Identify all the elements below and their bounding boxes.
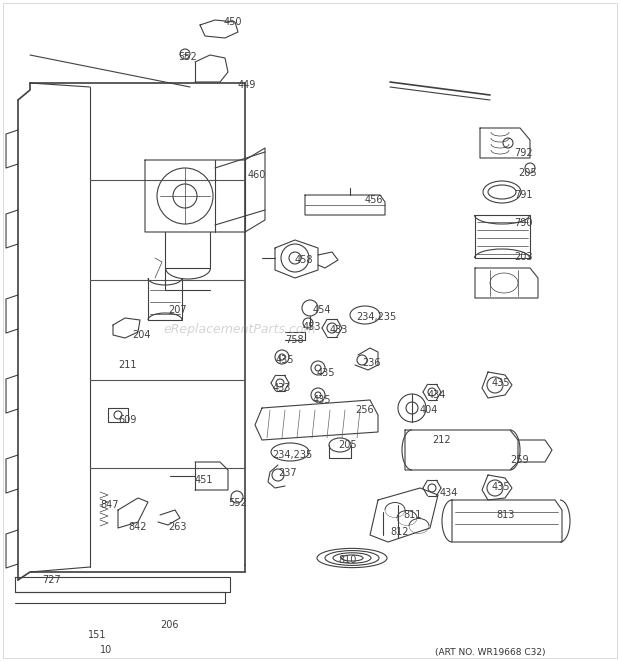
Text: 237: 237: [278, 468, 296, 478]
Text: 458: 458: [295, 255, 314, 265]
Text: 204: 204: [132, 330, 151, 340]
Text: 552: 552: [228, 498, 247, 508]
Text: 453: 453: [303, 322, 322, 332]
Text: 259: 259: [510, 455, 529, 465]
Text: 435: 435: [276, 355, 294, 365]
Text: 212: 212: [432, 435, 451, 445]
Text: 790: 790: [514, 218, 533, 228]
Text: 847: 847: [100, 500, 118, 510]
Text: (ART NO. WR19668 C32): (ART NO. WR19668 C32): [435, 648, 545, 657]
Text: 207: 207: [168, 305, 187, 315]
Text: 810: 810: [338, 555, 356, 565]
Text: 727: 727: [42, 575, 61, 585]
Text: 812: 812: [390, 527, 409, 537]
Text: 234,235: 234,235: [272, 450, 312, 460]
Text: 758: 758: [285, 335, 304, 345]
Text: 552: 552: [178, 52, 197, 62]
Text: 404: 404: [420, 405, 438, 415]
Text: 435: 435: [313, 395, 332, 405]
Text: 263: 263: [168, 522, 187, 532]
Text: 205: 205: [518, 168, 537, 178]
Text: 451: 451: [195, 475, 213, 485]
Text: 234,235: 234,235: [356, 312, 396, 322]
Text: 435: 435: [317, 368, 335, 378]
Text: 433: 433: [330, 325, 348, 335]
Text: 449: 449: [238, 80, 257, 90]
Text: 460: 460: [248, 170, 267, 180]
Text: eReplacementParts.com: eReplacementParts.com: [164, 323, 316, 336]
Text: 456: 456: [365, 195, 384, 205]
Text: 205: 205: [338, 440, 356, 450]
Text: 203: 203: [514, 252, 533, 262]
Text: 454: 454: [313, 305, 332, 315]
Text: 791: 791: [514, 190, 533, 200]
Text: 609: 609: [118, 415, 136, 425]
Text: 206: 206: [160, 620, 179, 630]
Text: 450: 450: [224, 17, 242, 27]
Text: 792: 792: [514, 148, 533, 158]
Text: 10: 10: [100, 645, 112, 655]
Text: 434: 434: [428, 390, 446, 400]
Text: 211: 211: [118, 360, 136, 370]
Text: 811: 811: [403, 510, 422, 520]
Text: 151: 151: [88, 630, 107, 640]
Text: 236: 236: [362, 358, 381, 368]
Text: 842: 842: [128, 522, 146, 532]
Text: 433: 433: [273, 383, 291, 393]
Text: 435: 435: [492, 378, 510, 388]
Text: 813: 813: [496, 510, 515, 520]
Text: 256: 256: [355, 405, 374, 415]
Text: 434: 434: [440, 488, 458, 498]
Text: 435: 435: [492, 482, 510, 492]
